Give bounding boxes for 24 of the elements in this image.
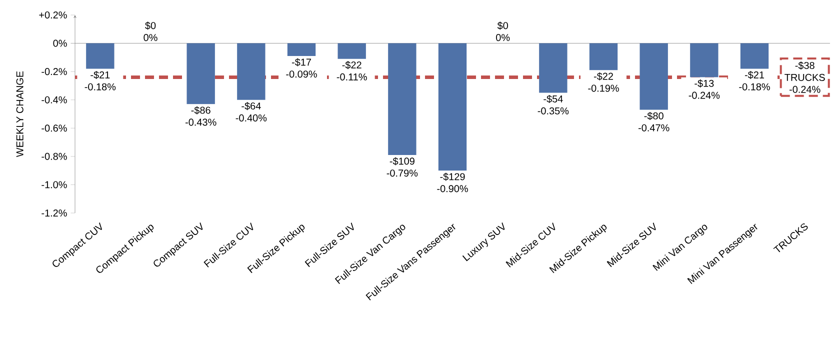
ref-line-label: -$38 TRUCKS -0.24% [784,62,825,93]
data-label: -$64 -0.40% [236,102,267,122]
y-axis-title: WEEKLY CHANGE [16,71,24,158]
data-label: $0 0% [496,22,510,42]
data-label: -$13 -0.24% [688,79,720,99]
y-tick-label: -1.0% [42,181,67,188]
data-label: -$109 -0.79% [386,157,418,177]
data-label: -$86 -0.43% [185,106,216,126]
data-label: -$22 -0.19% [588,72,619,92]
data-label: -$80 -0.47% [638,112,670,132]
y-tick-label: +0.2% [39,11,67,19]
y-tick-label: -0.6% [42,124,67,132]
data-label: $0 0% [144,22,158,42]
data-label: -$22 -0.11% [336,61,367,80]
data-label: -$21 -0.18% [84,70,116,90]
data-label: -$54 -0.35% [538,94,569,114]
data-label: -$17 -0.09% [286,58,317,78]
y-tick-label: -0.4% [42,96,67,104]
data-label: -$129 -0.90% [437,172,468,192]
y-tick-label: -0.2% [42,68,67,76]
y-tick-label: 0% [53,40,67,47]
data-label: -$21 -0.18% [739,70,770,90]
y-tick-label: -1.2% [42,209,67,217]
y-tick-label: -0.8% [42,152,67,160]
